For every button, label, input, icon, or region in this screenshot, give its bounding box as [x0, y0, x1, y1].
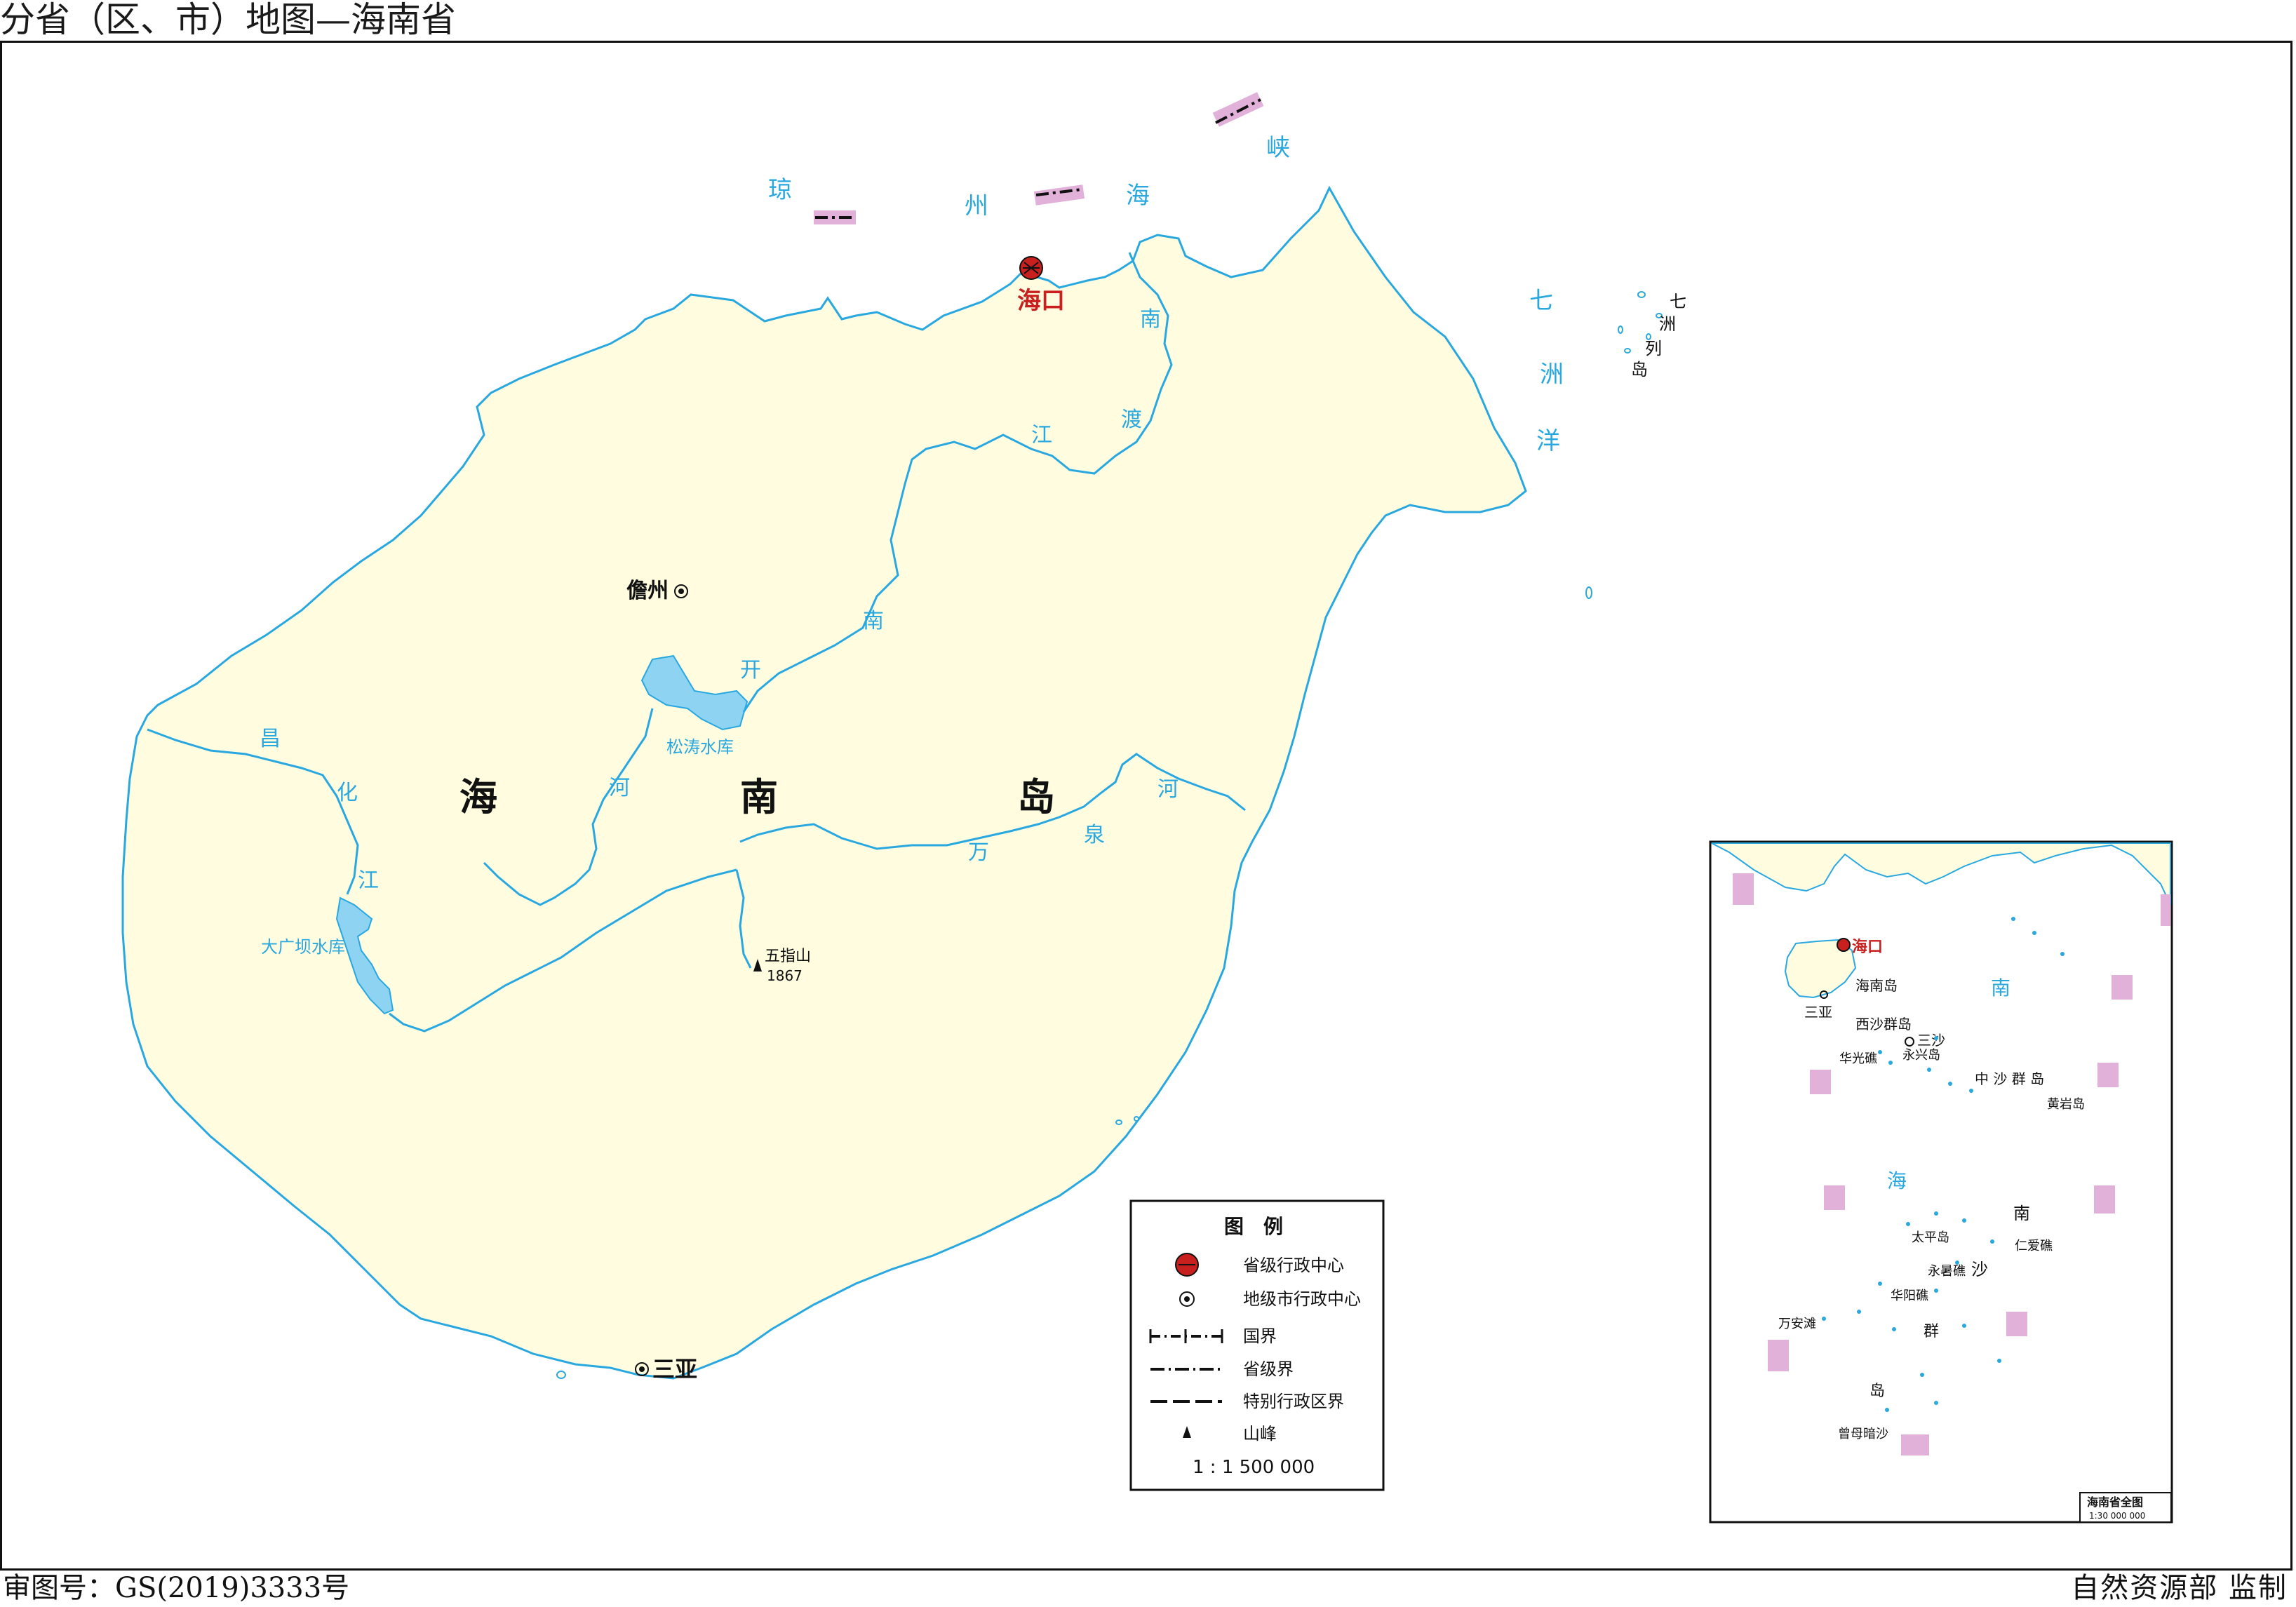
inset-sanya-label: 三亚	[1804, 1004, 1832, 1021]
svg-text:南: 南	[740, 775, 778, 819]
svg-text:泉: 泉	[1084, 823, 1105, 847]
review-number: 审图号：GS(2019)3333号	[3, 1572, 350, 1604]
svg-text:省级行政中心: 省级行政中心	[1243, 1256, 1344, 1275]
inset-title: 海南省全图	[2087, 1495, 2143, 1509]
danzhou-marker	[674, 584, 688, 598]
offshore-islets	[556, 291, 1663, 1379]
inset-scale: 1:30 000 000	[2089, 1511, 2145, 1521]
svg-text:国界: 国界	[1243, 1326, 1277, 1346]
daguangba-reservoir	[335, 896, 394, 1015]
svg-text:特别行政区界: 特别行政区界	[1243, 1392, 1344, 1411]
svg-text:开: 开	[740, 658, 761, 683]
legend-symbol-capital	[1175, 1253, 1199, 1277]
inset-huayang-label: 华阳礁	[1891, 1289, 1928, 1303]
sea-label-zhou2: 洲	[1540, 361, 1564, 389]
sanya-marker	[635, 1362, 649, 1376]
svg-text:洲: 洲	[1659, 314, 1676, 334]
river-labels: 南 渡 江 南 开 河 昌 化 江 万 泉 河	[260, 307, 1179, 893]
inset-hainan-island-label: 海南岛	[1855, 977, 1898, 994]
legend-scale: 1 : 1 500 000	[1193, 1457, 1315, 1478]
inset-xisha-label: 西沙群岛	[1855, 1016, 1912, 1033]
inset-wanan-label: 万安滩	[1778, 1317, 1816, 1331]
svg-text:山峰: 山峰	[1243, 1424, 1277, 1444]
sea-label-qi: 七	[1529, 287, 1553, 315]
nandu-river	[742, 252, 1173, 713]
legend-symbol-national-border	[1149, 1329, 1223, 1343]
svg-text:岛: 岛	[1869, 1383, 1885, 1400]
page-title: 分省（区、市）地图—海南省	[0, 0, 456, 40]
svg-text:化: 化	[337, 781, 358, 805]
svg-text:沙: 沙	[1971, 1260, 1988, 1279]
qiongzhou-strait-borders	[814, 92, 1264, 224]
nankai-river	[483, 708, 654, 906]
svg-text:岛: 岛	[1631, 360, 1648, 379]
inset-yongxing-label: 永兴岛	[1902, 1048, 1940, 1063]
svg-text:岛: 岛	[1017, 775, 1055, 819]
changhua-lower	[389, 868, 737, 1033]
qizhou-islands-label: 七 洲 列 岛	[1631, 292, 1686, 379]
mountain-peak-icon	[753, 959, 762, 971]
legend-symbol-city	[1179, 1291, 1195, 1307]
inset-huaguang-label: 华光礁	[1839, 1051, 1877, 1066]
svg-text:省级界: 省级界	[1243, 1359, 1294, 1379]
inset-map: 海口 海南岛 三亚 西沙群岛 三沙 永兴岛 华光礁 中 沙 群 岛 黄岩岛 太平…	[1709, 840, 2173, 1524]
inset-taiping-label: 太平岛	[1912, 1230, 1949, 1245]
wanquan-branch	[735, 869, 752, 969]
svg-text:南: 南	[1140, 307, 1161, 332]
svg-text:七: 七	[1670, 292, 1686, 311]
danzhou-label: 儋州	[626, 579, 669, 603]
daguangba-label: 大广坝水库	[261, 937, 345, 957]
legend-symbol-peak	[1183, 1426, 1191, 1438]
svg-text:南: 南	[863, 609, 884, 633]
svg-text:海: 海	[1887, 1169, 1907, 1192]
svg-text:列: 列	[1645, 339, 1662, 358]
svg-text:南: 南	[1991, 976, 2010, 1000]
songtao-reservoir	[640, 654, 748, 731]
wanquan-river	[739, 753, 1246, 850]
svg-text:海: 海	[459, 775, 497, 819]
svg-text:河: 河	[609, 776, 630, 800]
legend: 图 例 省级行政中心 地级市行政中心 国界 省级界 特别行政区界 山峰 1 : …	[1129, 1199, 1385, 1491]
sea-label-yang: 洋	[1536, 427, 1560, 455]
inset-mainland	[1711, 842, 2171, 906]
inset-renai-label: 仁爱礁	[2015, 1239, 2053, 1253]
svg-text:南: 南	[2013, 1204, 2030, 1223]
inset-yongshu-label: 永暑礁	[1928, 1264, 1966, 1279]
peak-elevation: 1867	[767, 967, 803, 984]
island-name: 海 南 岛	[459, 775, 1055, 819]
inset-hainan	[1784, 939, 1857, 999]
svg-text:地级市行政中心: 地级市行政中心	[1243, 1289, 1361, 1309]
map-frame	[0, 41, 2292, 1571]
peak-name: 五指山	[765, 948, 811, 965]
changhua-river	[147, 728, 359, 895]
inset-sansha-label: 三沙	[1917, 1032, 1945, 1049]
sea-labels: 琼 州 海 峡 七 洲 洋	[768, 134, 1564, 455]
inset-zhongsha-label: 中 沙 群 岛	[1975, 1070, 2044, 1087]
svg-text:万: 万	[968, 840, 989, 865]
hainan-island-land	[121, 185, 1527, 1380]
svg-text:群: 群	[1924, 1323, 1939, 1340]
haikou-capital-marker	[1019, 256, 1043, 280]
legend-title: 图 例	[1224, 1215, 1283, 1238]
inset-huangyan-label: 黄岩岛	[2047, 1097, 2085, 1112]
svg-text:昌: 昌	[260, 727, 281, 751]
inset-zengmu-label: 曾母暗沙	[1838, 1427, 1888, 1441]
svg-text:江: 江	[358, 868, 379, 893]
sea-label-zhou: 州	[965, 192, 988, 220]
inset-haikou-label: 海口	[1852, 938, 1883, 956]
songtao-label: 松涛水库	[666, 737, 734, 757]
sea-label-qiong: 琼	[768, 176, 792, 204]
svg-text:河: 河	[1157, 777, 1179, 802]
svg-text:江: 江	[1031, 423, 1052, 448]
sea-label-xia: 峡	[1266, 134, 1290, 162]
sea-label-hai: 海	[1126, 182, 1150, 210]
supervisor-text: 自然资源部 监制	[2071, 1572, 2288, 1604]
svg-text:渡: 渡	[1121, 408, 1142, 432]
haikou-label: 海口	[1017, 287, 1065, 315]
sanya-label: 三亚	[652, 1356, 697, 1383]
